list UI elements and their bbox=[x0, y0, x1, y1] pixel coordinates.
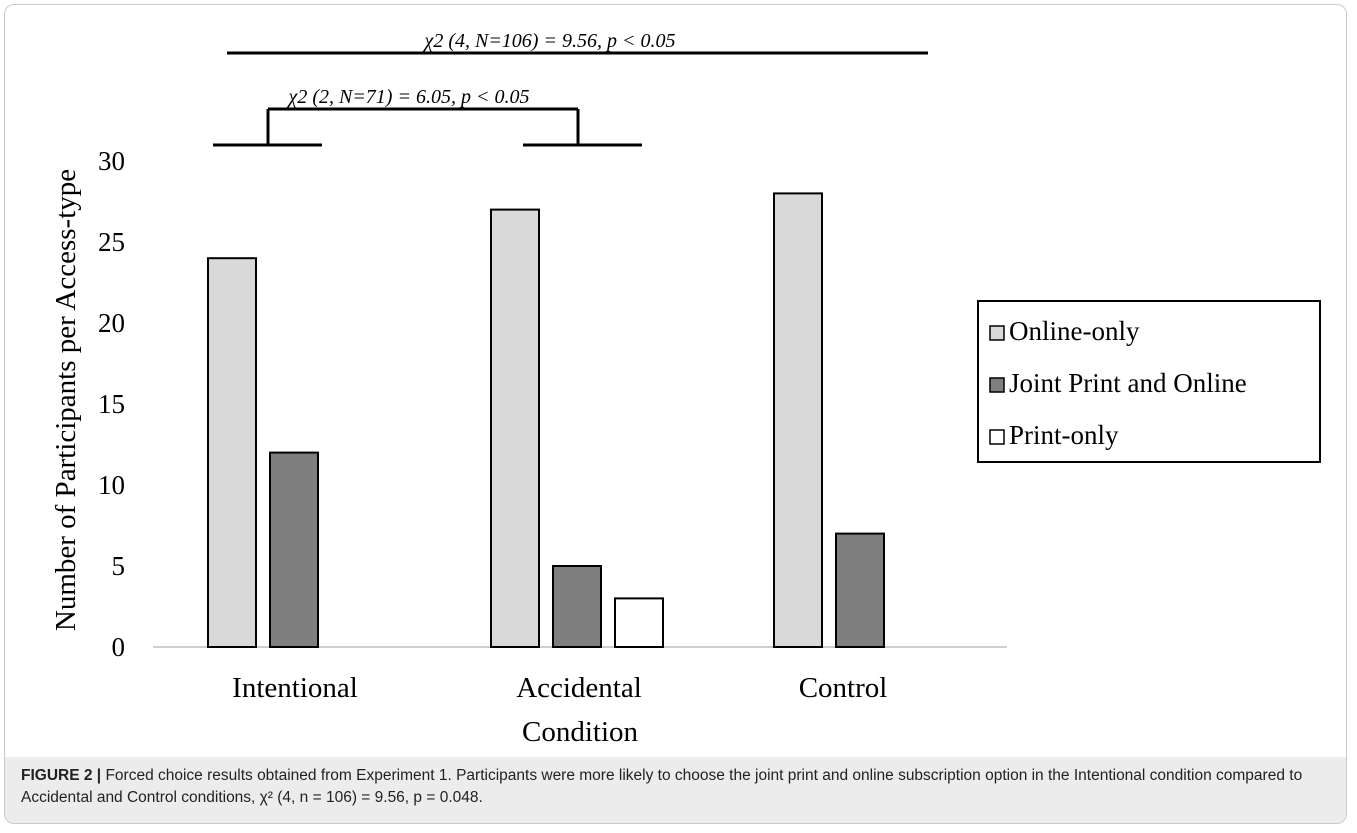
y-tick-label: 20 bbox=[98, 308, 125, 338]
x-axis-label: Condition bbox=[522, 716, 639, 748]
legend-label-1: Joint Print and Online bbox=[1009, 368, 1247, 398]
legend-label-2: Print-only bbox=[1009, 420, 1119, 450]
category-label-control: Control bbox=[799, 672, 888, 704]
legend: Online-only Joint Print and Online Print-o… bbox=[977, 300, 1321, 463]
y-axis-label-group: Number of Participants per Access-type bbox=[50, 169, 82, 631]
legend-swatch-1 bbox=[989, 377, 1005, 393]
y-tick-label: 10 bbox=[98, 470, 125, 500]
category-labels: Intentional Accidental Control bbox=[232, 672, 887, 704]
y-tick-label: 30 bbox=[98, 146, 125, 176]
bar-online-only-control bbox=[773, 192, 823, 648]
figure-caption: FIGURE 2 | Forced choice results obtaine… bbox=[5, 757, 1346, 823]
legend-swatch-2 bbox=[989, 429, 1005, 445]
annotation-pairwise: χ2 (2, N=71) = 6.05, p < 0.05 bbox=[287, 86, 530, 108]
y-tick-label: 0 bbox=[112, 632, 126, 662]
bar-joint-print-and-online-accidental bbox=[552, 565, 602, 648]
category-label-intentional: Intentional bbox=[232, 672, 358, 704]
legend-box bbox=[977, 300, 1321, 463]
annotation-overall: χ2 (4, N=106) = 9.56, p < 0.05 bbox=[423, 30, 676, 52]
y-tick-label: 5 bbox=[112, 551, 126, 581]
category-label-accidental: Accidental bbox=[516, 672, 642, 704]
caption-text: Forced choice results obtained from Expe… bbox=[21, 767, 1303, 806]
bar-joint-print-and-online-control bbox=[835, 532, 885, 648]
bar-online-only-accidental bbox=[490, 208, 540, 648]
y-tick-labels: 0 5 10 15 20 25 30 bbox=[98, 146, 125, 662]
bar-joint-print-and-online-intentional bbox=[269, 451, 319, 648]
y-tick-label: 15 bbox=[98, 389, 125, 419]
bar-online-only-intentional bbox=[207, 257, 257, 648]
legend-swatch-0 bbox=[989, 325, 1005, 341]
legend-label-0: Online-only bbox=[1009, 316, 1140, 346]
bar-print-only-accidental bbox=[614, 597, 664, 649]
y-axis-label: Number of Participants per Access-type bbox=[50, 169, 82, 631]
bar-chart: Number of Participants per Access-type 0… bbox=[50, 30, 1321, 748]
caption-label: FIGURE 2 | bbox=[21, 767, 102, 784]
y-tick-label: 25 bbox=[98, 227, 125, 257]
significance-brackets: χ2 (4, N=106) = 9.56, p < 0.05 χ2 (2, N=… bbox=[213, 30, 928, 147]
bars bbox=[207, 192, 885, 649]
figure-frame: Number of Participants per Access-type 0… bbox=[4, 4, 1347, 824]
